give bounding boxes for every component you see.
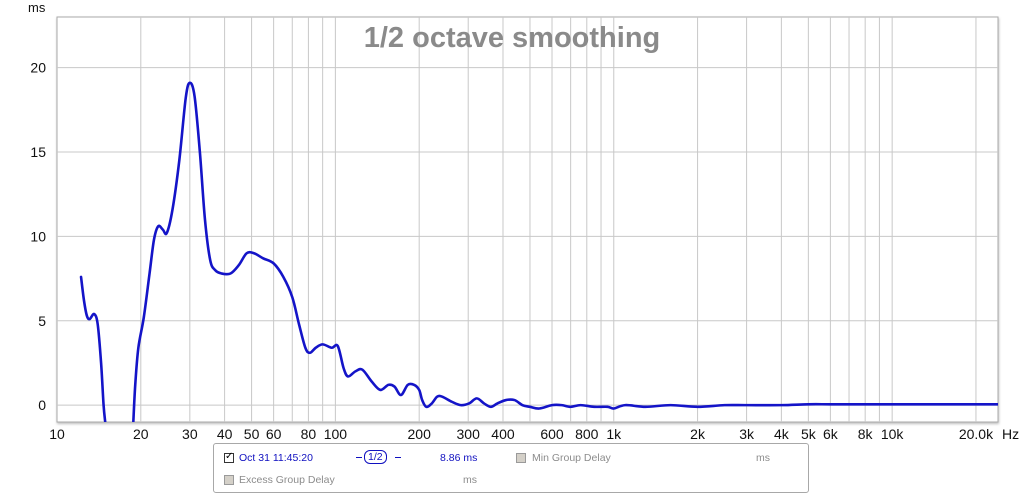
- x-tick-label: 30: [182, 426, 198, 442]
- excess-group-delay-label[interactable]: Excess Group Delay: [239, 474, 335, 486]
- x-tick-label: 300: [457, 426, 481, 442]
- x-tick-label: 600: [540, 426, 564, 442]
- x-tick-label: 200: [408, 426, 432, 442]
- min-group-delay-checkbox[interactable]: [516, 453, 526, 463]
- y-tick-label: 20: [30, 60, 46, 76]
- smoothing-line-left: [356, 457, 362, 458]
- series-value: 8.86 ms: [440, 452, 478, 464]
- grid: [57, 17, 998, 422]
- x-tick-label: 10k: [881, 426, 905, 442]
- x-tick-label: 80: [301, 426, 317, 442]
- x-tick-label: 4k: [774, 426, 790, 442]
- y-tick-label: 0: [38, 397, 46, 413]
- series-line: [79, 275, 107, 422]
- y-unit-label: ms: [28, 0, 46, 15]
- legend-panel: Oct 31 11:45:20 1/2 8.86 ms Min Group De…: [213, 443, 809, 493]
- x-tick-label: 8k: [858, 426, 874, 442]
- x-tick-label: 20: [133, 426, 149, 442]
- x-tick-label: 5k: [801, 426, 817, 442]
- x-tick-label: 400: [491, 426, 515, 442]
- excess-group-delay-checkbox[interactable]: [224, 475, 234, 485]
- y-tick-label: 15: [30, 144, 46, 160]
- series-checkbox[interactable]: [224, 451, 234, 463]
- excess-group-delay-unit: ms: [463, 474, 477, 486]
- x-tick-label: 3k: [739, 426, 755, 442]
- x-tick-label: 2k: [690, 426, 706, 442]
- x-tick-label: 10: [49, 426, 65, 442]
- x-tick-label: 6k: [823, 426, 839, 442]
- plot-area[interactable]: [56, 16, 999, 423]
- min-group-delay-label[interactable]: Min Group Delay: [532, 452, 611, 464]
- x-tick-label: 20.0k: [959, 426, 994, 442]
- x-tick-label: 60: [266, 426, 282, 442]
- x-tick-label: 40: [217, 426, 233, 442]
- x-tick-label: 800: [575, 426, 599, 442]
- y-tick-label: 5: [38, 313, 46, 329]
- min-group-delay-unit: ms: [756, 452, 770, 464]
- x-tick-label: 50: [244, 426, 260, 442]
- x-tick-label: 1k: [606, 426, 622, 442]
- x-axis: 10 20 30 40 50 60 80 100 200 300 400 600 800 1k 2k 3k 4k…: [49, 426, 994, 442]
- curve-layer: [79, 81, 998, 422]
- smoothing-line-right: [395, 457, 401, 458]
- series-line: [132, 81, 998, 422]
- chart-title: 1/2 octave smoothing: [364, 22, 661, 54]
- y-axis: 0 5 10 15 20: [30, 60, 46, 414]
- x-tick-label: 100: [324, 426, 348, 442]
- series-date-label[interactable]: Oct 31 11:45:20: [239, 452, 313, 464]
- y-tick-label: 10: [30, 228, 46, 244]
- smoothing-badge[interactable]: 1/2: [364, 450, 387, 464]
- x-unit-label: Hz: [1002, 426, 1019, 442]
